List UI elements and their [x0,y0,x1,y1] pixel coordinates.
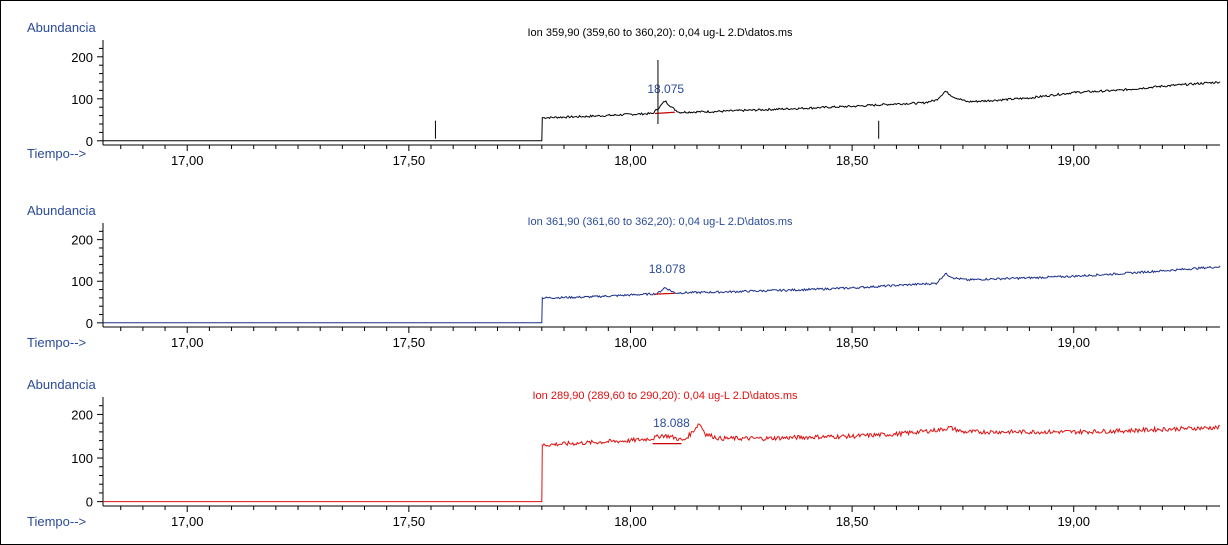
y-tick-label: 0 [86,495,93,510]
x-axis-label: Tiempo--> [27,146,86,161]
y-axis-label: Abundancia [27,20,96,35]
x-tick-label: 18,00 [614,335,647,350]
x-tick-label: 17,50 [393,335,426,350]
y-tick-label: 200 [71,50,93,65]
y-axis-label: Abundancia [27,203,96,218]
x-tick-label: 18,00 [614,153,647,168]
x-tick-label: 17,00 [171,153,204,168]
panel-ion-361-90: Abundancia Ion 361,90 (361,60 to 362,20)… [27,203,1221,350]
x-tick-label: 17,50 [393,514,426,529]
series-line [103,265,1221,324]
x-tick-label: 17,00 [171,335,204,350]
x-tick-label: 19,00 [1057,153,1090,168]
x-tick-label: 18,50 [836,335,869,350]
peak-baseline [654,292,675,295]
axes: 17,00 17,50 18,00 18,50 19,00 0 100 200 [71,223,1220,350]
y-axis-label: Abundancia [27,377,96,392]
axes: 17,00 17,50 18,00 18,50 19,00 0 100 200 [71,397,1220,529]
series-line [103,423,1221,503]
y-tick-label: 200 [71,407,93,422]
y-tick-label: 100 [71,92,93,107]
y-tick-label: 200 [71,233,93,248]
x-axis-label: Tiempo--> [27,335,86,350]
y-tick-label: 0 [86,316,93,331]
peak-label: 18.078 [649,262,686,276]
chart-title: Ion 361,90 (361,60 to 362,20): 0,04 ug-L… [528,216,793,228]
chart-title: Ion 289,90 (289,60 to 290,20): 0,04 ug-L… [533,390,798,402]
panel-ion-359-90: Abundancia Ion 359,90 (359,60 to 360,20)… [27,20,1221,168]
plot-area: 18.078 [103,262,1221,324]
peak-label: 18.088 [653,416,690,430]
panel-ion-289-90: Abundancia Ion 289,90 (289,60 to 290,20)… [27,377,1221,529]
peak-label: 18.075 [647,82,684,96]
series-line [103,81,1221,142]
x-tick-label: 19,00 [1057,335,1090,350]
x-tick-label: 18,00 [614,514,647,529]
x-axis-label: Tiempo--> [27,514,86,529]
y-tick-label: 0 [86,134,93,149]
x-tick-label: 19,00 [1057,514,1090,529]
y-tick-label: 100 [71,451,93,466]
x-tick-label: 18,50 [836,153,869,168]
plot-area: 18.075 [103,60,1221,142]
x-tick-label: 17,50 [393,153,426,168]
chart-title: Ion 359,90 (359,60 to 360,20): 0,04 ug-L… [528,27,793,39]
y-tick-label: 100 [71,274,93,289]
x-tick-label: 18,50 [836,514,869,529]
axes: 17,00 17,50 18,00 18,50 19,00 0 100 200 [71,40,1220,168]
x-tick-label: 17,00 [171,514,204,529]
plot-area: 18.088 [103,416,1221,503]
